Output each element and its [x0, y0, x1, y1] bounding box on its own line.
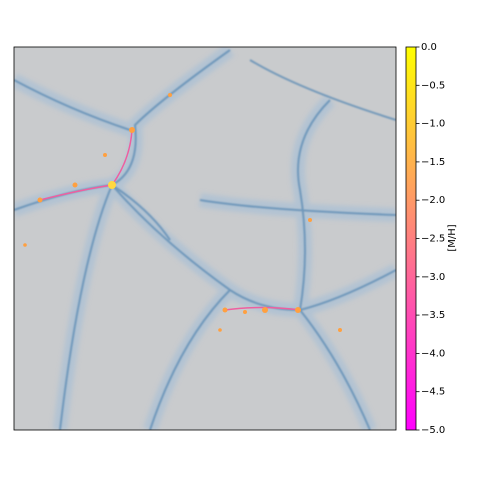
- image-frame: [13, 46, 397, 431]
- simulation-image: [14, 47, 396, 430]
- colorbar-tick-label: −0.5: [421, 80, 445, 91]
- colorbar-tick-label: −4.5: [421, 387, 445, 398]
- colorbar-tick-label: −3.5: [421, 310, 445, 321]
- colorbar-tick-label: −4.0: [421, 348, 445, 359]
- colorbar-tick-label: −2.0: [421, 195, 445, 206]
- colorbar-tick-label: −2.5: [421, 234, 445, 245]
- colorbar-tick-label: −1.0: [421, 119, 445, 130]
- colorbar-label: [M/H]: [447, 224, 458, 251]
- colorbar: [405, 46, 417, 431]
- colorbar-tick-label: −3.0: [421, 272, 445, 283]
- colorbar-tick-label: −1.5: [421, 157, 445, 168]
- colorbar-tick-label: −5.0: [421, 425, 445, 436]
- colorbar-tick-label: 0.0: [421, 42, 437, 53]
